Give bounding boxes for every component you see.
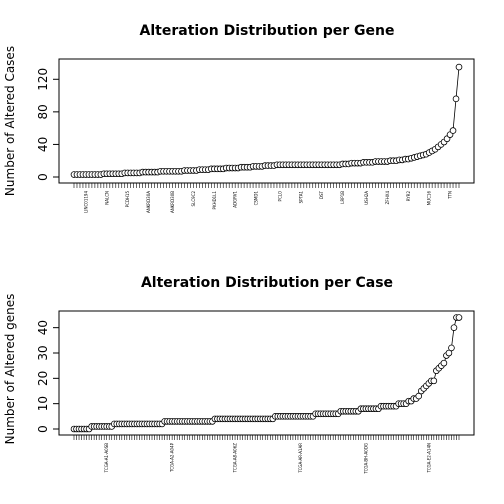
case-chart: Alteration Distribution per Case Number …	[3, 275, 475, 475]
case-y-tick-label: 20	[36, 371, 50, 386]
gene-x-tick-label: MUC16	[427, 191, 432, 206]
case-data-point	[445, 349, 453, 357]
case-y-axis-label: Number of Altered genes	[3, 294, 17, 445]
gene-x-tick-label: CSMD1	[254, 191, 259, 206]
gene-y-tick-label: 0	[36, 173, 50, 181]
case-data-point	[430, 377, 438, 385]
case-x-tick-label: TCGA-AR-A1AR	[298, 443, 303, 474]
case-x-tick-label: TCGA-A1-A0SB	[104, 443, 109, 474]
case-x-ticks	[73, 435, 460, 440]
case-data-point	[415, 392, 423, 400]
gene-x-tick-label: LRP1B	[340, 191, 345, 204]
case-x-tick-label: TCGA-A8-A06Z	[233, 443, 238, 474]
gene-data-point	[452, 95, 460, 103]
gene-x-tick-label: SLC9C2	[191, 191, 196, 207]
case-data-point	[450, 324, 458, 331]
gene-y-axis: 0 40 80 120	[36, 68, 60, 181]
case-x-tick-label: TCGA-A2-A04P	[170, 442, 175, 473]
gene-points	[70, 63, 463, 178]
gene-x-tick-label: TTN	[448, 191, 453, 200]
gene-x-tick-labels: LINC01194 NALCN PCDH15 ANKRD30A ANKRD30B SLC9…	[83, 190, 452, 213]
gene-x-tick-label: PKHD1L1	[212, 191, 217, 210]
case-x-tick-labels: TCGA-A1-A0SB TCGA-A2-A04P TCGA-A8-A06Z TCGA…	[104, 442, 431, 474]
gene-x-tick-label: USH2A	[364, 191, 369, 205]
gene-chart-title: Alteration Distribution per Gene	[140, 23, 395, 39]
case-data-point	[448, 344, 455, 352]
case-data-point	[440, 359, 448, 367]
case-y-axis: 0 10 20 30 40	[36, 320, 60, 433]
case-x-tick-label: TCGA-E2-A14N	[426, 443, 431, 473]
gene-x-tick-label: ANKRD30B	[170, 191, 175, 213]
gene-x-tick-label: ANKRD30A	[146, 191, 151, 213]
gene-y-tick-label: 40	[36, 137, 50, 152]
gene-y-tick-label: 80	[36, 104, 50, 119]
case-x-tick-label: TCGA-BH-A0DG	[363, 443, 368, 475]
case-data-point	[455, 314, 463, 321]
gene-x-tick-label: RYR2	[406, 191, 411, 202]
gene-data-point	[455, 63, 463, 71]
gene-x-tick-label: ZFHX4	[385, 191, 390, 205]
gene-x-tick-label: PCDH15	[125, 191, 130, 208]
gene-x-tick-label: SPTA1	[298, 191, 303, 204]
gene-x-tick-label: DST	[319, 190, 324, 199]
gene-x-tick-label: PCLO	[277, 191, 282, 201]
case-points	[70, 314, 463, 433]
gene-x-tick-label: LINC01194	[83, 191, 88, 213]
gene-x-ticks	[73, 183, 460, 188]
case-chart-title: Alteration Distribution per Case	[141, 275, 393, 291]
gene-data-point	[449, 127, 457, 134]
case-y-tick-label: 10	[36, 396, 50, 411]
gene-y-axis-label: Number of Altered Cases	[3, 46, 17, 196]
gene-y-tick-label: 120	[36, 68, 50, 91]
case-y-tick-label: 0	[36, 425, 50, 433]
case-y-tick-label: 40	[36, 320, 50, 335]
gene-chart: Alteration Distribution per Gene Number …	[3, 23, 475, 213]
gene-x-tick-label: NALCN	[104, 191, 109, 205]
case-y-tick-label: 30	[36, 345, 50, 360]
gene-x-tick-label: ADGRV1	[233, 191, 238, 208]
